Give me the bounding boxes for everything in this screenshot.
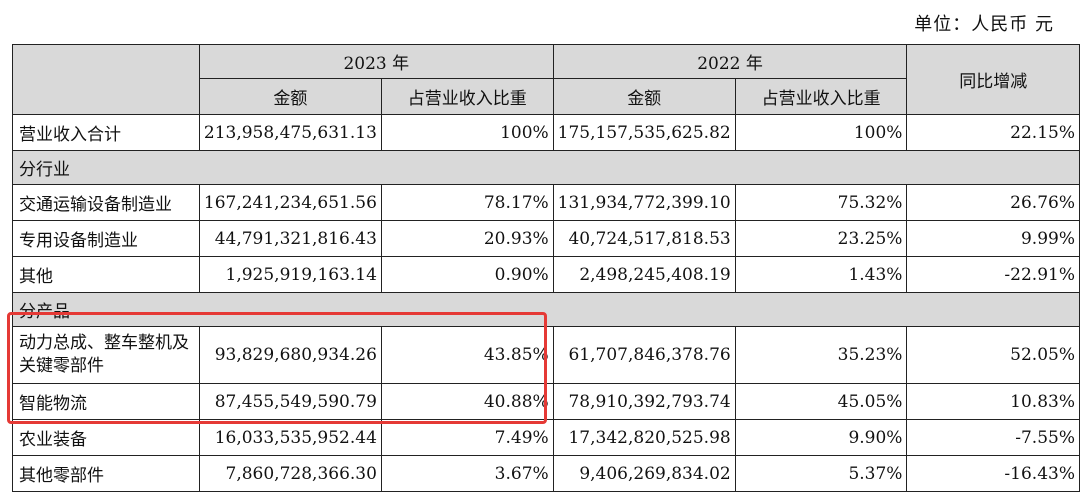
row-label: 智能物流: [12, 383, 200, 420]
amount-2022: 78,910,392,793.74: [552, 383, 736, 420]
amount-2022: 61,707,846,378.76: [552, 326, 736, 384]
amount-2023: 7,860,728,366.30: [198, 455, 382, 492]
header-amount-2022: 金额: [552, 78, 736, 115]
table-row: 其他 1,925,919,163.14 0.90% 2,498,245,408.…: [12, 256, 1080, 293]
amount-2023: 16,033,535,952.44: [198, 419, 382, 456]
amount-2023: 44,791,321,816.43: [198, 220, 382, 257]
amount-2023: 1,925,919,163.14: [198, 256, 382, 293]
row-label: 农业装备: [12, 419, 200, 456]
share-2023: 20.93%: [380, 220, 554, 257]
yoy-change: -7.55%: [906, 419, 1080, 456]
share-2023: 100%: [380, 114, 554, 151]
section-by-product: 分产品: [12, 292, 1080, 327]
table-row: 智能物流 87,455,549,590.79 40.88% 78,910,392…: [12, 383, 1080, 420]
share-2023: 78.17%: [380, 184, 554, 221]
amount-2022: 40,724,517,818.53: [552, 220, 736, 257]
amount-2022: 17,342,820,525.98: [552, 419, 736, 456]
table-row: 农业装备 16,033,535,952.44 7.49% 17,342,820,…: [12, 419, 1080, 456]
share-2022: 45.05%: [734, 383, 908, 420]
share-2023: 7.49%: [380, 419, 554, 456]
share-2023: 40.88%: [380, 383, 554, 420]
yoy-change: -22.91%: [906, 256, 1080, 293]
share-2023: 43.85%: [380, 326, 554, 384]
table-row: 专用设备制造业 44,791,321,816.43 20.93% 40,724,…: [12, 220, 1080, 257]
amount-2022: 175,157,535,625.82: [552, 114, 736, 151]
yoy-change: 10.83%: [906, 383, 1080, 420]
header-2022: 2022 年: [552, 44, 908, 79]
header-share-2023: 占营业收入比重: [380, 78, 554, 115]
yoy-change: 9.99%: [906, 220, 1080, 257]
share-2023: 3.67%: [380, 455, 554, 492]
share-2022: 35.23%: [734, 326, 908, 384]
row-label: 动力总成、整车整机及关键零部件: [12, 326, 200, 384]
amount-2022: 2,498,245,408.19: [552, 256, 736, 293]
amount-2023: 213,958,475,631.13: [198, 114, 382, 151]
unit-label: 单位：人民币 元: [914, 14, 1054, 35]
yoy-change: 22.15%: [906, 114, 1080, 151]
yoy-change: -16.43%: [906, 455, 1080, 492]
header-amount-2023: 金额: [198, 78, 382, 115]
row-label: 其他零部件: [12, 455, 200, 492]
share-2022: 1.43%: [734, 256, 908, 293]
corner-cell: [12, 44, 200, 115]
table-row: 交通运输设备制造业 167,241,234,651.56 78.17% 131,…: [12, 184, 1080, 221]
header-yoy: 同比增减: [906, 44, 1080, 115]
row-label: 其他: [12, 256, 200, 293]
share-2022: 9.90%: [734, 419, 908, 456]
table-row: 其他零部件 7,860,728,366.30 3.67% 9,406,269,8…: [12, 455, 1080, 492]
amount-2023: 167,241,234,651.56: [198, 184, 382, 221]
amount-2022: 9,406,269,834.02: [552, 455, 736, 492]
table-row-total: 营业收入合计 213,958,475,631.13 100% 175,157,5…: [12, 114, 1080, 151]
amount-2022: 131,934,772,399.10: [552, 184, 736, 221]
amount-2023: 87,455,549,590.79: [198, 383, 382, 420]
share-2022: 5.37%: [734, 455, 908, 492]
row-label: 专用设备制造业: [12, 220, 200, 257]
share-2023: 0.90%: [380, 256, 554, 293]
share-2022: 75.32%: [734, 184, 908, 221]
yoy-change: 26.76%: [906, 184, 1080, 221]
share-2022: 23.25%: [734, 220, 908, 257]
amount-2023: 93,829,680,934.26: [198, 326, 382, 384]
revenue-table: 2023 年 2022 年 同比增减 金额 占营业收入比重 金额 占营业收入比重…: [12, 44, 1080, 492]
header-share-2022: 占营业收入比重: [734, 78, 908, 115]
share-2022: 100%: [734, 114, 908, 151]
section-by-industry: 分行业: [12, 150, 1080, 185]
header-2023: 2023 年: [198, 44, 554, 79]
table-row: 动力总成、整车整机及关键零部件 93,829,680,934.26 43.85%…: [12, 326, 1080, 384]
yoy-change: 52.05%: [906, 326, 1080, 384]
row-label: 交通运输设备制造业: [12, 184, 200, 221]
row-label: 营业收入合计: [12, 114, 200, 151]
